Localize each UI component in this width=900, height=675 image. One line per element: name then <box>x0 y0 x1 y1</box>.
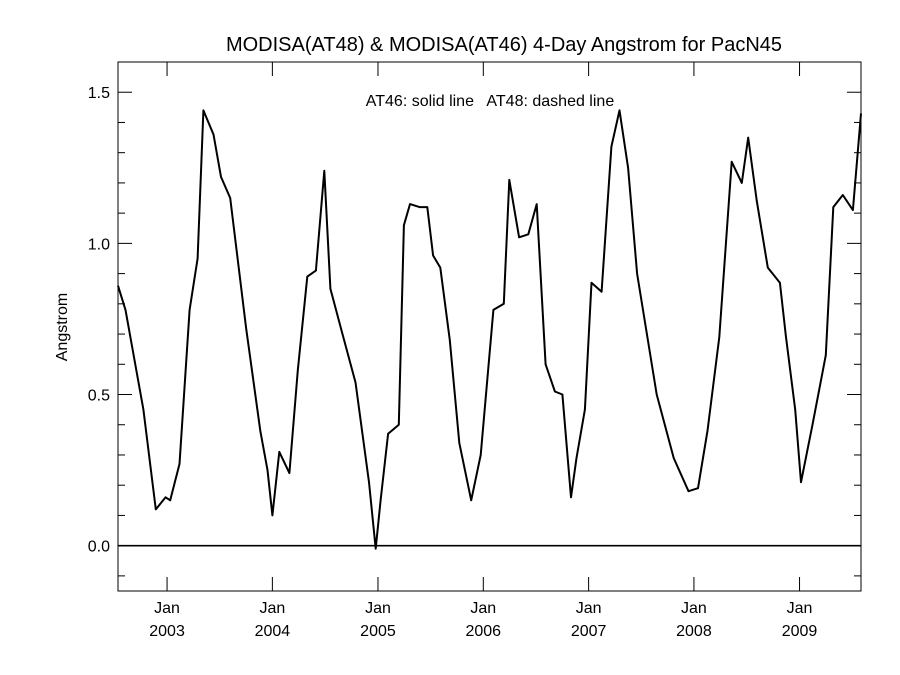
y-tick-label: 1.0 <box>88 236 110 253</box>
x-tick-month: Jan <box>787 600 813 617</box>
x-tick-month: Jan <box>259 600 285 617</box>
x-tick-month: Jan <box>576 600 602 617</box>
plot-border <box>117 61 862 592</box>
y-tick-label: 0.0 <box>88 539 110 556</box>
x-tick-year: 2004 <box>255 623 291 640</box>
x-tick-month: Jan <box>681 600 707 617</box>
x-tick-month: Jan <box>365 600 391 617</box>
x-tick-labels: Jan 2003 Jan 2004 Jan 2005 Jan 2006 Jan 2007 Jan 20… <box>149 600 817 640</box>
x-tick-year: 2006 <box>465 623 501 640</box>
y-tick-label: 0.5 <box>88 388 110 405</box>
series-lines <box>117 109 862 550</box>
x-tick-year: 2008 <box>676 623 712 640</box>
x-tick-year: 2005 <box>360 623 396 640</box>
x-tick-year: 2007 <box>571 623 607 640</box>
x-tick-month: Jan <box>470 600 496 617</box>
series-line-0 <box>117 109 862 550</box>
x-tick-year: 2003 <box>149 623 185 640</box>
x-tick-month: Jan <box>154 600 180 617</box>
x-tick-year: 2009 <box>782 623 818 640</box>
chart-title: MODISA(AT48) & MODISA(AT46) 4-Day Angstr… <box>226 34 782 56</box>
y-axis-label: Angstrom <box>54 293 71 361</box>
y-tick-label: 1.5 <box>88 85 110 102</box>
plot-frame <box>117 61 862 592</box>
y-tick-labels: 0.0 0.5 1.0 1.5 <box>88 85 110 555</box>
line-style-annotation: AT46: solid line AT48: dashed line <box>366 93 615 110</box>
